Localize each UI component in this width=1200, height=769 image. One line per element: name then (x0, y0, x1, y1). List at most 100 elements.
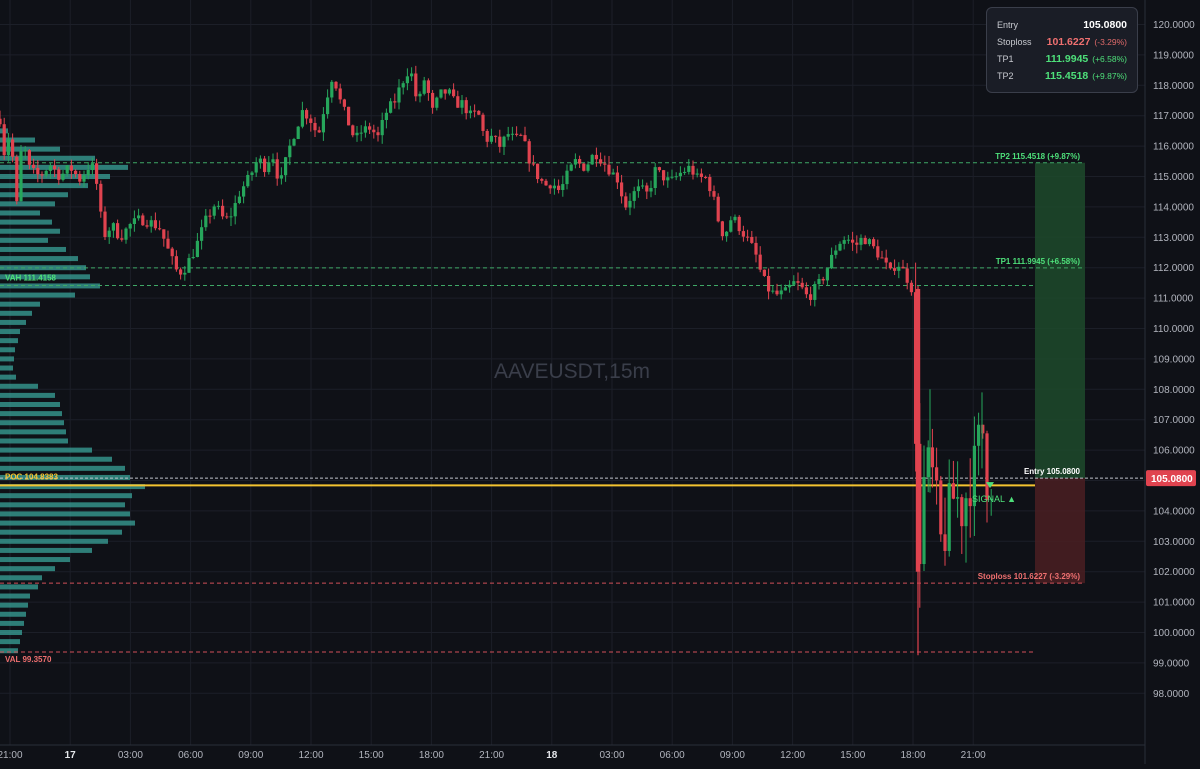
take-profit-zone (1035, 162, 1085, 479)
candle-body (901, 266, 905, 269)
x-tick-label: 09:00 (238, 750, 263, 761)
candle-body (746, 236, 750, 238)
candle-body (817, 278, 821, 285)
candle-body (678, 172, 682, 177)
stoploss-label: Stoploss 101.6227 (-3.29%) (978, 572, 1081, 581)
candle-body (561, 184, 565, 190)
x-tick-label: 21:00 (961, 750, 986, 761)
candle-body (569, 164, 573, 171)
volume-profile-bar (0, 246, 66, 252)
candle-body (460, 100, 464, 108)
signal-label: SIGNAL ▲ (972, 494, 1016, 504)
candle-body (271, 159, 275, 163)
candle-body (132, 218, 136, 225)
candle-body (842, 240, 846, 244)
y-tick-label: 101.0000 (1153, 598, 1195, 609)
candle-body (292, 139, 296, 146)
y-tick-label: 118.0000 (1153, 81, 1194, 92)
candle-body (309, 118, 313, 123)
y-tick-label: 99.0000 (1153, 658, 1190, 669)
candle-body (137, 215, 141, 219)
x-tick-label: 17 (65, 750, 77, 761)
volume-profile-bar (0, 319, 26, 325)
candle-body (464, 100, 468, 114)
poc-label: POC 104.8383 (5, 472, 58, 481)
candle-body (225, 216, 229, 218)
trade-info-panel: Entry 105.0800 Stoploss 101.6227 (-3.29%… (986, 7, 1138, 93)
candle-body (905, 268, 909, 283)
candle-body (23, 150, 27, 152)
y-tick-label: 116.0000 (1153, 142, 1194, 153)
candle-body (174, 256, 178, 270)
candle-body (527, 141, 531, 164)
volume-profile-bar (0, 639, 20, 645)
candle-body (943, 534, 947, 551)
y-tick-label: 98.0000 (1153, 689, 1190, 700)
candle-body (779, 290, 783, 295)
volume-profile-bar (0, 201, 55, 207)
candle-body (624, 196, 628, 208)
candle-body (431, 92, 435, 108)
volume-profile-bar (0, 484, 145, 490)
candle-body (250, 172, 254, 175)
volume-profile-bar (0, 474, 130, 480)
candle-body (242, 186, 246, 197)
volume-profile-bar (0, 392, 55, 398)
candle-body (305, 110, 309, 119)
candle-body (930, 447, 934, 468)
x-tick-label: 15:00 (359, 750, 384, 761)
candle-body (750, 236, 754, 243)
candle-body (880, 257, 884, 259)
candle-body (452, 89, 456, 97)
candle-body (410, 73, 414, 77)
y-tick-label: 117.0000 (1153, 111, 1194, 122)
candle-body (741, 231, 745, 237)
candle-body (863, 237, 867, 245)
tp1-value: 111.9945 (1045, 52, 1089, 65)
candle-body (15, 156, 19, 202)
candle-body (200, 227, 204, 241)
candle-body (19, 151, 23, 202)
candle-body (821, 278, 825, 281)
candle-body (170, 248, 174, 257)
candle-body (263, 158, 267, 173)
candle-body (687, 165, 691, 172)
candle-body (670, 176, 674, 178)
volume-profile-bar (0, 338, 18, 344)
y-tick-label: 120.0000 (1153, 20, 1195, 31)
candle-body (447, 89, 451, 94)
candle-body (330, 81, 334, 98)
info-row-tp1: TP1 111.9945 (+6.58%) (997, 50, 1127, 67)
volume-profile-bar (0, 547, 92, 553)
candle-body (321, 114, 325, 133)
candle-body (300, 110, 304, 127)
candle-body (279, 175, 283, 179)
candle-body (183, 272, 187, 275)
candle-body (0, 118, 2, 125)
current-price-tag[interactable] (1146, 470, 1196, 487)
candle-body (834, 250, 838, 255)
candle-body (11, 139, 15, 157)
candle-body (195, 240, 199, 258)
volume-profile-bar (0, 602, 28, 608)
candle-body (855, 242, 859, 245)
y-tick-label: 119.0000 (1153, 50, 1194, 61)
info-row-tp2: TP2 115.4518 (+9.87%) (997, 67, 1127, 84)
candle-body (275, 159, 279, 179)
candle-body (237, 196, 241, 204)
candle-body (103, 211, 107, 237)
candle-body (229, 216, 233, 218)
symbol-watermark: AAVEUSDT,15m (494, 360, 650, 383)
candle-body (762, 269, 766, 276)
val-label: VAL 99.3570 (5, 655, 52, 664)
candle-body (989, 498, 993, 500)
volume-profile-bar (0, 465, 125, 471)
y-tick-label: 109.0000 (1153, 354, 1195, 365)
volume-profile-bar (0, 648, 18, 654)
candle-body (355, 132, 359, 136)
x-tick-label: 21:00 (479, 750, 504, 761)
candle-body (149, 220, 153, 227)
volume-profile-bar (0, 164, 128, 170)
